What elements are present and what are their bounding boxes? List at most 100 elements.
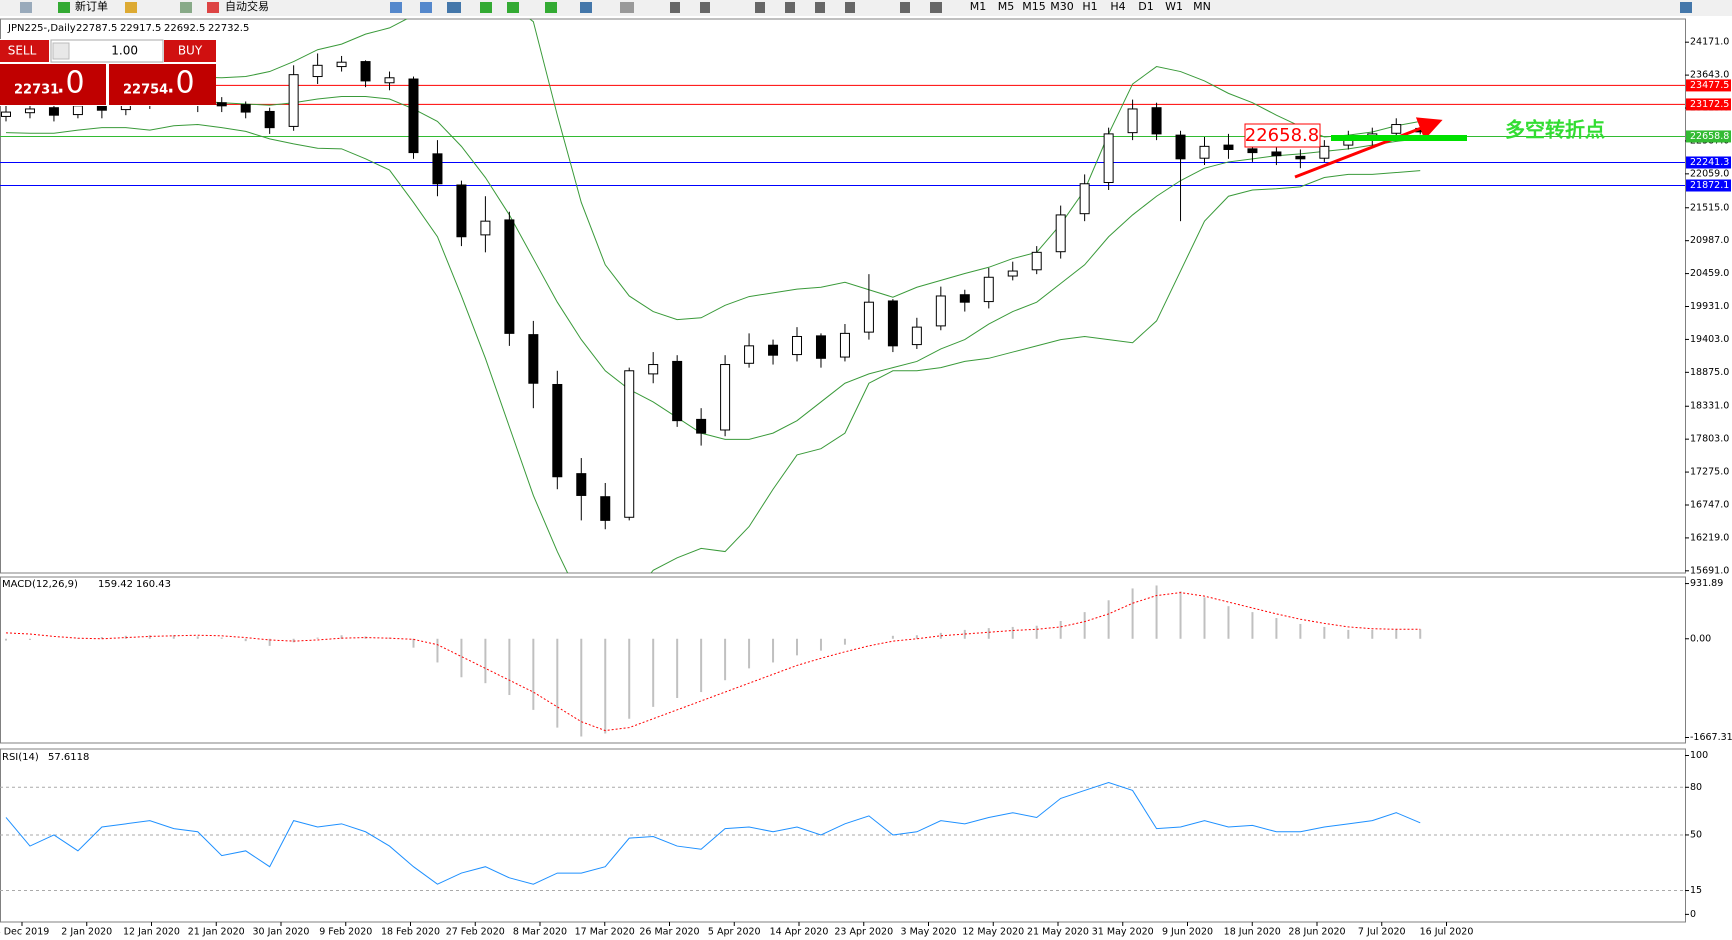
x-tick-label: 17 Mar 2020 xyxy=(575,927,635,938)
toolbar-icon[interactable] xyxy=(700,2,710,13)
y-tick-label: 17275.0 xyxy=(1690,467,1729,478)
candle-body xyxy=(432,153,443,185)
series-line xyxy=(5,781,1421,885)
candle-body xyxy=(336,61,347,68)
candle-body xyxy=(1127,108,1138,134)
ask-main[interactable]: 22754 xyxy=(123,83,168,98)
toolbar-icon[interactable] xyxy=(480,2,492,13)
toolbar-icon[interactable] xyxy=(447,2,461,13)
candle-body xyxy=(1055,214,1066,253)
sell-label[interactable]: SELL xyxy=(8,44,37,58)
buy-label[interactable]: BUY xyxy=(178,44,203,58)
toolbar-icon[interactable] xyxy=(670,2,680,13)
toolbar-icon[interactable] xyxy=(390,2,402,13)
toolbar-icon[interactable] xyxy=(420,2,432,13)
price-tag-label: 22658.8 xyxy=(1690,131,1729,142)
drawing-objects: 22658.8 多空转折点 xyxy=(1244,117,1605,179)
y-tick-label: 23643.0 xyxy=(1690,70,1729,81)
panel-frame xyxy=(0,18,1686,574)
timeframe-button[interactable]: M1 xyxy=(970,0,987,13)
toolbar-button[interactable]: 自动交易 xyxy=(225,0,269,13)
timeframe-button[interactable]: MN xyxy=(1193,0,1211,13)
candle-body xyxy=(72,105,83,116)
candle-body xyxy=(815,335,826,359)
candle-body xyxy=(744,345,755,364)
toolbar-icon[interactable] xyxy=(180,2,192,13)
x-tick-label: 9 Jun 2020 xyxy=(1162,927,1213,938)
trend-line[interactable] xyxy=(1294,117,1443,179)
y-tick-label: 20987.0 xyxy=(1690,235,1729,246)
timeframe-button[interactable]: H4 xyxy=(1110,0,1125,13)
timeframe-button[interactable]: M15 xyxy=(1022,0,1046,13)
y-tick-label: 24171.0 xyxy=(1690,37,1729,48)
sell-button[interactable] xyxy=(0,40,49,62)
x-tick-label: 9 Feb 2020 xyxy=(319,927,372,938)
toolbar-icon[interactable] xyxy=(785,2,795,13)
toolbar-icon[interactable] xyxy=(620,2,634,13)
chart-title: JPN225-,Daily xyxy=(7,23,76,34)
y-tick-label: 19403.0 xyxy=(1690,334,1729,345)
buy-button[interactable] xyxy=(164,40,216,62)
indicator-value: 159.42 xyxy=(98,579,133,590)
toolbar-icon[interactable] xyxy=(507,2,519,13)
candle-body xyxy=(1247,148,1258,154)
x-tick-label: 30 Jan 2020 xyxy=(253,927,310,938)
lot-value[interactable]: 1.00 xyxy=(111,44,138,58)
x-tick-label: 21 Jan 2020 xyxy=(188,927,245,938)
x-tick-label: 7 Jul 2020 xyxy=(1358,927,1406,938)
toolbar-icon[interactable] xyxy=(815,2,825,13)
candle-body xyxy=(1079,183,1090,215)
y-tick-label: 17803.0 xyxy=(1690,434,1729,445)
toolbar-icon[interactable] xyxy=(545,2,557,13)
candle-body xyxy=(672,360,683,422)
candle-body xyxy=(1391,124,1402,134)
candle-body xyxy=(480,220,491,236)
lot-input[interactable] xyxy=(50,39,164,63)
candle-body xyxy=(528,334,539,384)
y-tick-label: 0 xyxy=(1690,909,1696,920)
toolbar-icon[interactable] xyxy=(930,2,942,13)
toolbar-icon[interactable] xyxy=(755,2,765,13)
bid-box[interactable] xyxy=(0,64,106,105)
timeframe-button[interactable]: M5 xyxy=(998,0,1015,13)
timeframe-button[interactable]: H1 xyxy=(1082,0,1097,13)
candle-body xyxy=(504,219,515,334)
y-tick-label: 19931.0 xyxy=(1690,301,1729,312)
toolbar-icon[interactable] xyxy=(900,2,910,13)
new-order-icon[interactable] xyxy=(58,2,70,13)
toolbar-icon[interactable] xyxy=(125,2,137,13)
candle-body xyxy=(1295,155,1306,160)
candle-body xyxy=(1199,145,1210,159)
timeframe-button[interactable]: W1 xyxy=(1165,0,1183,13)
toolbar: 新订单 自动交易 M1 M5 M15 M30 H1 H4 D1 W1 MN xyxy=(0,0,1732,16)
x-tick-label: 21 May 2020 xyxy=(1027,927,1089,938)
lot-spinner[interactable] xyxy=(52,42,70,60)
toolbar-button[interactable]: 新订单 xyxy=(75,0,108,13)
ask-frac[interactable]: .0 xyxy=(166,66,195,101)
candle-body xyxy=(288,74,299,127)
ask-box[interactable] xyxy=(109,64,216,105)
candle-body xyxy=(1,111,11,117)
candle-body xyxy=(911,326,922,346)
series-line xyxy=(6,95,1421,440)
bid-main[interactable]: 22731 xyxy=(14,83,59,98)
toolbar-icon[interactable] xyxy=(20,2,32,13)
candle-body xyxy=(1319,145,1330,159)
toolbar-icon[interactable] xyxy=(845,2,855,13)
series-line xyxy=(5,19,1421,321)
y-tick-label: 931.89 xyxy=(1690,578,1723,589)
timeframe-button[interactable]: M30 xyxy=(1050,0,1074,13)
auto-trading-icon[interactable] xyxy=(207,2,219,13)
candle-body xyxy=(1175,134,1186,160)
series-line xyxy=(5,592,1421,732)
y-tick-label: 20459.0 xyxy=(1690,268,1729,279)
timeframe-button[interactable]: D1 xyxy=(1138,0,1153,13)
toolbar-icon[interactable] xyxy=(580,2,592,13)
panel xyxy=(5,585,1422,737)
x-tick-label: 18 Feb 2020 xyxy=(381,927,440,938)
price-tag-label: 21872.1 xyxy=(1690,180,1729,191)
candle-body xyxy=(839,332,850,358)
bid-frac[interactable]: .0 xyxy=(56,66,85,101)
toolbar-icon[interactable] xyxy=(1680,2,1692,13)
candle-body xyxy=(983,276,994,303)
